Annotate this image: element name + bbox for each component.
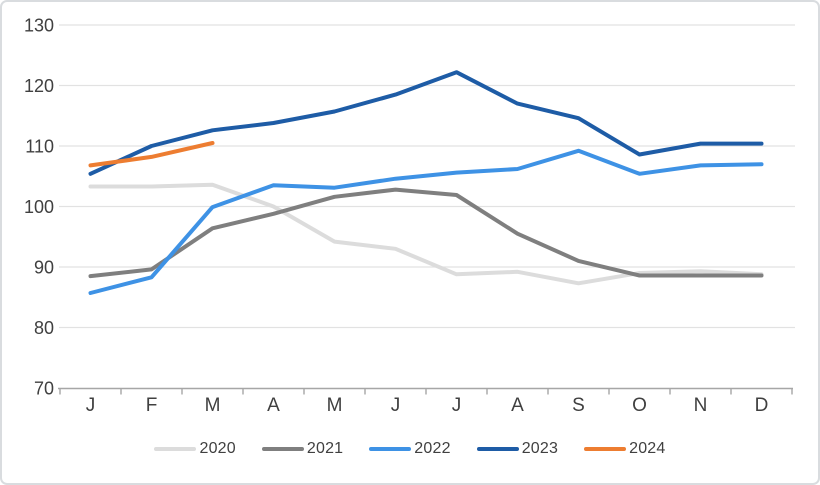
y-axis-tick-label: 130 bbox=[24, 16, 54, 36]
x-axis-month-label: M bbox=[327, 395, 343, 416]
x-axis-month-label: S bbox=[572, 395, 585, 416]
x-axis-month-label: O bbox=[632, 395, 647, 416]
x-axis-month-label: F bbox=[146, 395, 158, 416]
series-line-2023 bbox=[88, 70, 764, 176]
series-line-2024 bbox=[88, 141, 215, 168]
y-axis-tick-label: 80 bbox=[34, 318, 54, 338]
series-line-2022 bbox=[88, 148, 764, 295]
x-axis-month-label: J bbox=[452, 395, 462, 416]
y-axis-tick-label: 110 bbox=[25, 137, 54, 157]
x-axis-month-label: J bbox=[86, 395, 96, 416]
x-axis-month-label: A bbox=[511, 395, 524, 416]
x-axis-month-label: M bbox=[205, 395, 221, 416]
x-axis-month-label: J bbox=[391, 395, 401, 416]
x-axis-month-label: A bbox=[267, 395, 280, 416]
y-axis-tick-label: 70 bbox=[34, 379, 54, 399]
x-axis-month-label: N bbox=[694, 395, 708, 416]
y-axis-tick-label: 100 bbox=[24, 197, 54, 217]
series-line-2021 bbox=[88, 187, 764, 279]
series-line-2020 bbox=[88, 182, 764, 286]
y-axis-tick-label: 120 bbox=[24, 76, 54, 96]
x-axis-month-label: D bbox=[755, 395, 769, 416]
y-axis-tick-label: 90 bbox=[34, 258, 54, 278]
